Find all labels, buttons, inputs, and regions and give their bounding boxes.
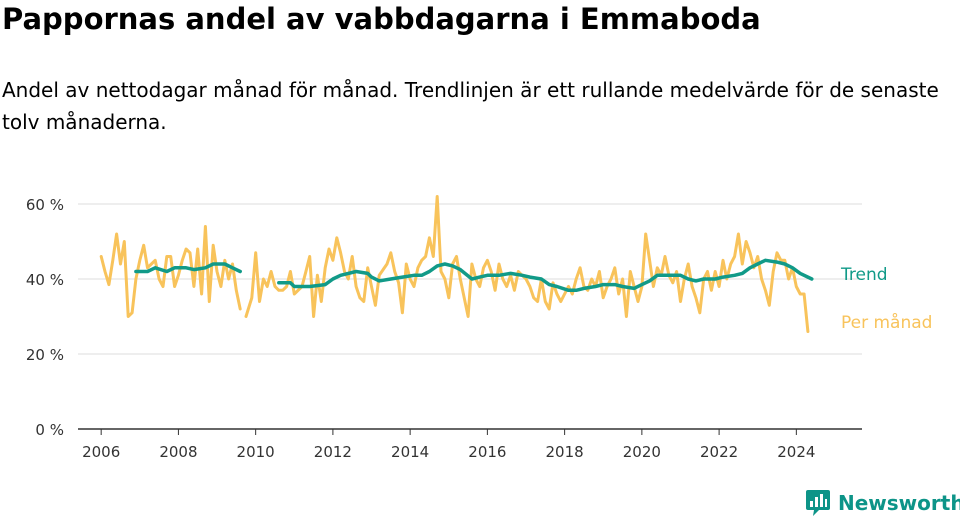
y-tick-label: 40 % [26, 271, 64, 289]
x-tick-label: 2010 [237, 443, 275, 461]
legend-label-monthly: Per månad [841, 312, 932, 333]
series-layer [99, 195, 814, 333]
newsworthy-logo-icon [806, 490, 830, 516]
x-axis: 2006 2008 2010 2012 2014 2016 2018 2020 2022 2024 [78, 428, 862, 461]
grid-layer: 0 % 20 % 40 % 60 % [26, 196, 862, 439]
monthly-line [244, 195, 810, 333]
x-tick-label: 2012 [314, 443, 352, 461]
monthly-line [99, 225, 242, 318]
x-tick-label: 2006 [82, 443, 120, 461]
x-tick-label: 2024 [777, 443, 815, 461]
x-tick-label: 2020 [623, 443, 661, 461]
x-tick-label: 2008 [159, 443, 197, 461]
y-tick-label: 20 % [26, 346, 64, 364]
y-tick-label: 60 % [26, 196, 64, 214]
legend-label-trend: Trend [840, 265, 888, 285]
x-tick-label: 2016 [468, 443, 506, 461]
series-labels: Trend Per månad [840, 265, 932, 333]
y-tick-label: 0 % [35, 421, 64, 439]
brand: Newsworthy [805, 489, 960, 517]
x-tick-label: 2022 [700, 443, 738, 461]
x-tick-label: 2018 [546, 443, 584, 461]
trend-line [134, 262, 242, 274]
page-subtitle: Andel av nettodagar månad för månad. Tre… [2, 78, 939, 134]
page-title: Pappornas andel av vabbdagarna i Emmabod… [2, 2, 761, 36]
trend-line [277, 258, 814, 293]
x-tick-label: 2014 [391, 443, 429, 461]
brand-name: Newsworthy [838, 491, 960, 515]
